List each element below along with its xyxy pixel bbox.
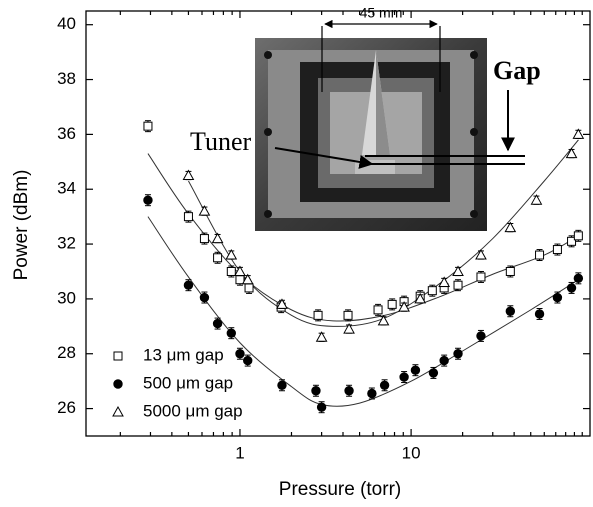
marker xyxy=(398,301,410,312)
marker xyxy=(505,306,516,316)
marker xyxy=(505,266,515,276)
marker xyxy=(453,280,463,290)
marker xyxy=(241,273,254,285)
marker xyxy=(182,169,195,181)
marker xyxy=(226,266,236,276)
marker xyxy=(452,265,464,276)
y-tick-label: 38 xyxy=(57,69,76,88)
marker xyxy=(373,305,383,315)
marker xyxy=(213,253,223,263)
legend-label: 13 μm gap xyxy=(143,345,224,364)
annotation: Gap xyxy=(493,56,541,85)
marker xyxy=(199,234,209,244)
marker xyxy=(399,372,409,382)
legend-marker xyxy=(113,379,123,389)
marker xyxy=(573,231,583,241)
marker xyxy=(344,386,354,396)
marker xyxy=(534,309,545,319)
marker xyxy=(198,205,211,216)
marker xyxy=(234,265,246,276)
marker xyxy=(225,249,238,260)
marker xyxy=(244,283,254,293)
marker xyxy=(183,280,194,290)
inset-photo xyxy=(255,19,525,231)
marker xyxy=(387,299,397,309)
marker xyxy=(212,318,223,329)
plot-frame xyxy=(85,10,591,437)
marker xyxy=(379,380,390,390)
marker xyxy=(211,232,224,244)
marker xyxy=(199,292,210,303)
marker xyxy=(439,355,449,366)
marker xyxy=(552,245,562,255)
marker xyxy=(552,292,563,303)
marker xyxy=(428,368,439,378)
marker xyxy=(573,273,584,284)
marker xyxy=(475,249,487,260)
marker xyxy=(504,221,517,233)
y-tick-label: 32 xyxy=(57,234,76,253)
marker xyxy=(427,286,437,296)
y-tick-label: 30 xyxy=(57,288,76,307)
marker xyxy=(277,380,287,390)
marker xyxy=(453,349,463,359)
y-tick-label: 34 xyxy=(57,179,76,198)
marker xyxy=(235,349,245,359)
legend-label: 500 μm gap xyxy=(143,373,233,392)
legend-label: 5000 μm gap xyxy=(143,401,243,420)
marker xyxy=(535,250,545,260)
y-tick-label: 26 xyxy=(57,398,76,417)
marker xyxy=(316,402,327,412)
marker xyxy=(476,272,486,282)
marker xyxy=(410,365,421,375)
marker xyxy=(438,276,451,287)
marker xyxy=(143,121,153,131)
marker xyxy=(143,195,153,205)
x-tick-label: 10 xyxy=(402,443,421,462)
legend-marker xyxy=(113,351,123,361)
marker xyxy=(367,388,377,399)
marker xyxy=(183,212,193,222)
y-tick-label: 36 xyxy=(57,124,76,143)
marker xyxy=(313,310,323,320)
y-tick-label: 40 xyxy=(57,14,76,33)
marker xyxy=(243,355,253,366)
annotation: Tuner xyxy=(190,127,252,156)
y-axis-label: Power (dBm) xyxy=(11,170,32,281)
legend-marker xyxy=(112,405,124,417)
marker xyxy=(315,331,328,342)
marker xyxy=(226,328,237,338)
y-tick-label: 28 xyxy=(57,343,76,362)
annotation: 45 mm xyxy=(360,5,403,21)
marker xyxy=(566,283,577,293)
marker xyxy=(530,194,543,205)
marker xyxy=(414,292,427,304)
x-tick-label: 1 xyxy=(235,443,244,462)
x-axis-label: Pressure (torr) xyxy=(279,479,401,500)
marker xyxy=(377,314,390,326)
marker xyxy=(343,310,353,320)
marker xyxy=(572,128,585,139)
marker xyxy=(565,147,578,159)
marker xyxy=(343,323,355,334)
marker xyxy=(276,298,288,309)
marker xyxy=(476,331,486,341)
marker xyxy=(235,275,245,285)
marker xyxy=(311,386,321,396)
